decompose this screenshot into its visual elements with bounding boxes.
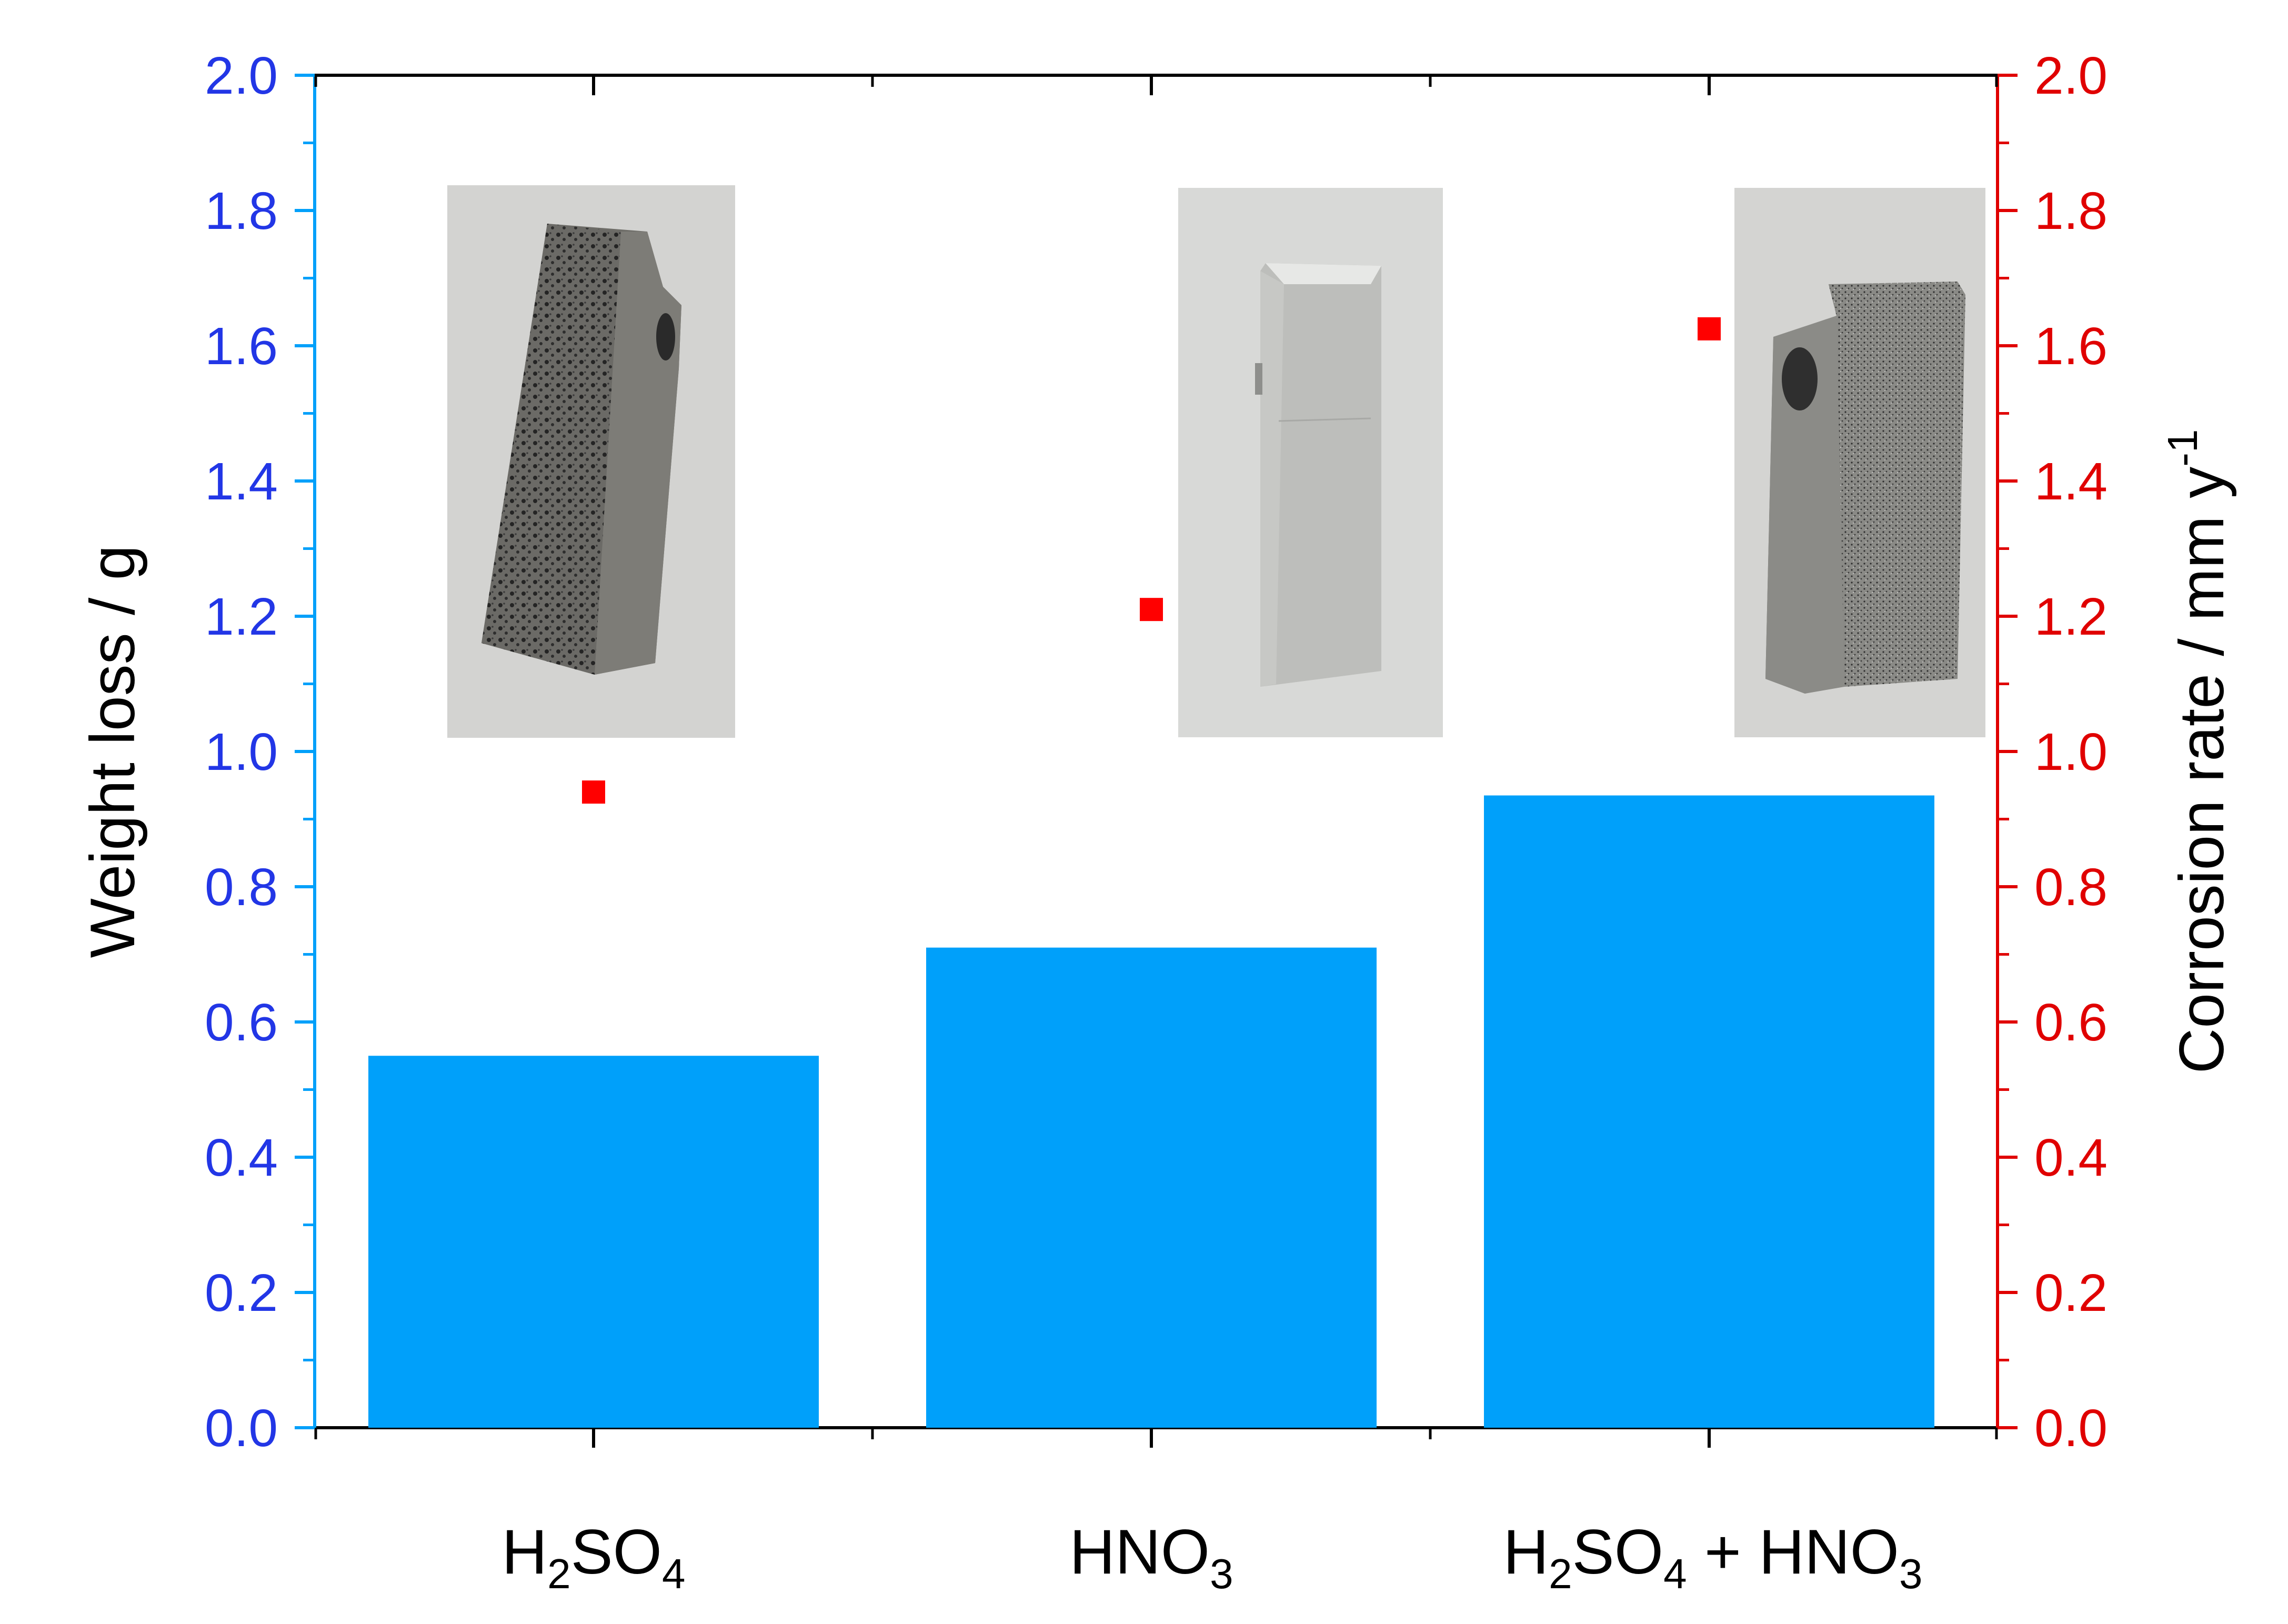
inset-photo-hno3 bbox=[1178, 188, 1443, 737]
right-tick-label: 2.0 bbox=[2034, 46, 2108, 105]
right-tick-label: 1.0 bbox=[2034, 723, 2108, 781]
right-axis-title: Corrosion rate / mm y-1 bbox=[2159, 429, 2237, 1074]
left-tick-label: 0.4 bbox=[205, 1128, 278, 1187]
right-tick-label: 0.0 bbox=[2034, 1399, 2108, 1458]
top-x-ticks bbox=[314, 75, 1998, 95]
left-tick-label: 1.4 bbox=[205, 452, 278, 511]
bar-1 bbox=[368, 1056, 819, 1428]
bottom-x-ticks bbox=[314, 1428, 1998, 1448]
marker-point-1 bbox=[582, 780, 605, 804]
left-axis-title: Weight loss / g bbox=[77, 545, 148, 958]
left-tick-label: 0.0 bbox=[205, 1399, 278, 1458]
marker-point-3 bbox=[1698, 317, 1721, 340]
bars-group bbox=[368, 795, 1934, 1428]
right-tick-label: 1.8 bbox=[2034, 182, 2108, 240]
x-category-label-1: H2SO4 bbox=[501, 1517, 685, 1597]
inset-photo-h2so4 bbox=[447, 185, 735, 738]
left-tick-label: 0.8 bbox=[205, 858, 278, 917]
right-tick-label: 0.4 bbox=[2034, 1128, 2108, 1187]
left-tick-label: 1.2 bbox=[205, 587, 278, 646]
x-category-label-2: HNO3 bbox=[1069, 1517, 1233, 1597]
left-tick-label: 1.8 bbox=[205, 182, 278, 240]
left-tick-label: 2.0 bbox=[205, 46, 278, 105]
bar-2 bbox=[926, 947, 1377, 1428]
right-y-ticks: 0.0 0.2 0.4 0.6 0.8 1.0 1.2 1.4 1.6 1.8 2.0 bbox=[1998, 46, 2108, 1458]
marker-point-2 bbox=[1140, 598, 1163, 621]
x-category-label-3: H2SO4 + HNO3 bbox=[1503, 1517, 1923, 1597]
left-tick-label: 1.6 bbox=[205, 317, 278, 376]
right-tick-label: 0.2 bbox=[2034, 1264, 2108, 1322]
right-tick-label: 1.2 bbox=[2034, 587, 2108, 646]
right-tick-label: 1.6 bbox=[2034, 317, 2108, 376]
right-tick-label: 0.6 bbox=[2034, 993, 2108, 1052]
markers-group bbox=[582, 317, 1721, 804]
left-tick-label: 0.6 bbox=[205, 993, 278, 1052]
right-tick-label: 0.8 bbox=[2034, 858, 2108, 917]
bar-3 bbox=[1484, 795, 1934, 1428]
left-tick-label: 0.2 bbox=[205, 1264, 278, 1322]
left-y-ticks: 0.0 0.2 0.4 0.6 0.8 1.0 1.2 1.4 1.6 1.8 2.0 bbox=[205, 46, 315, 1458]
left-tick-label: 1.0 bbox=[205, 723, 278, 781]
inset-photo-mixed bbox=[1734, 188, 1985, 737]
right-tick-label: 1.4 bbox=[2034, 452, 2108, 511]
